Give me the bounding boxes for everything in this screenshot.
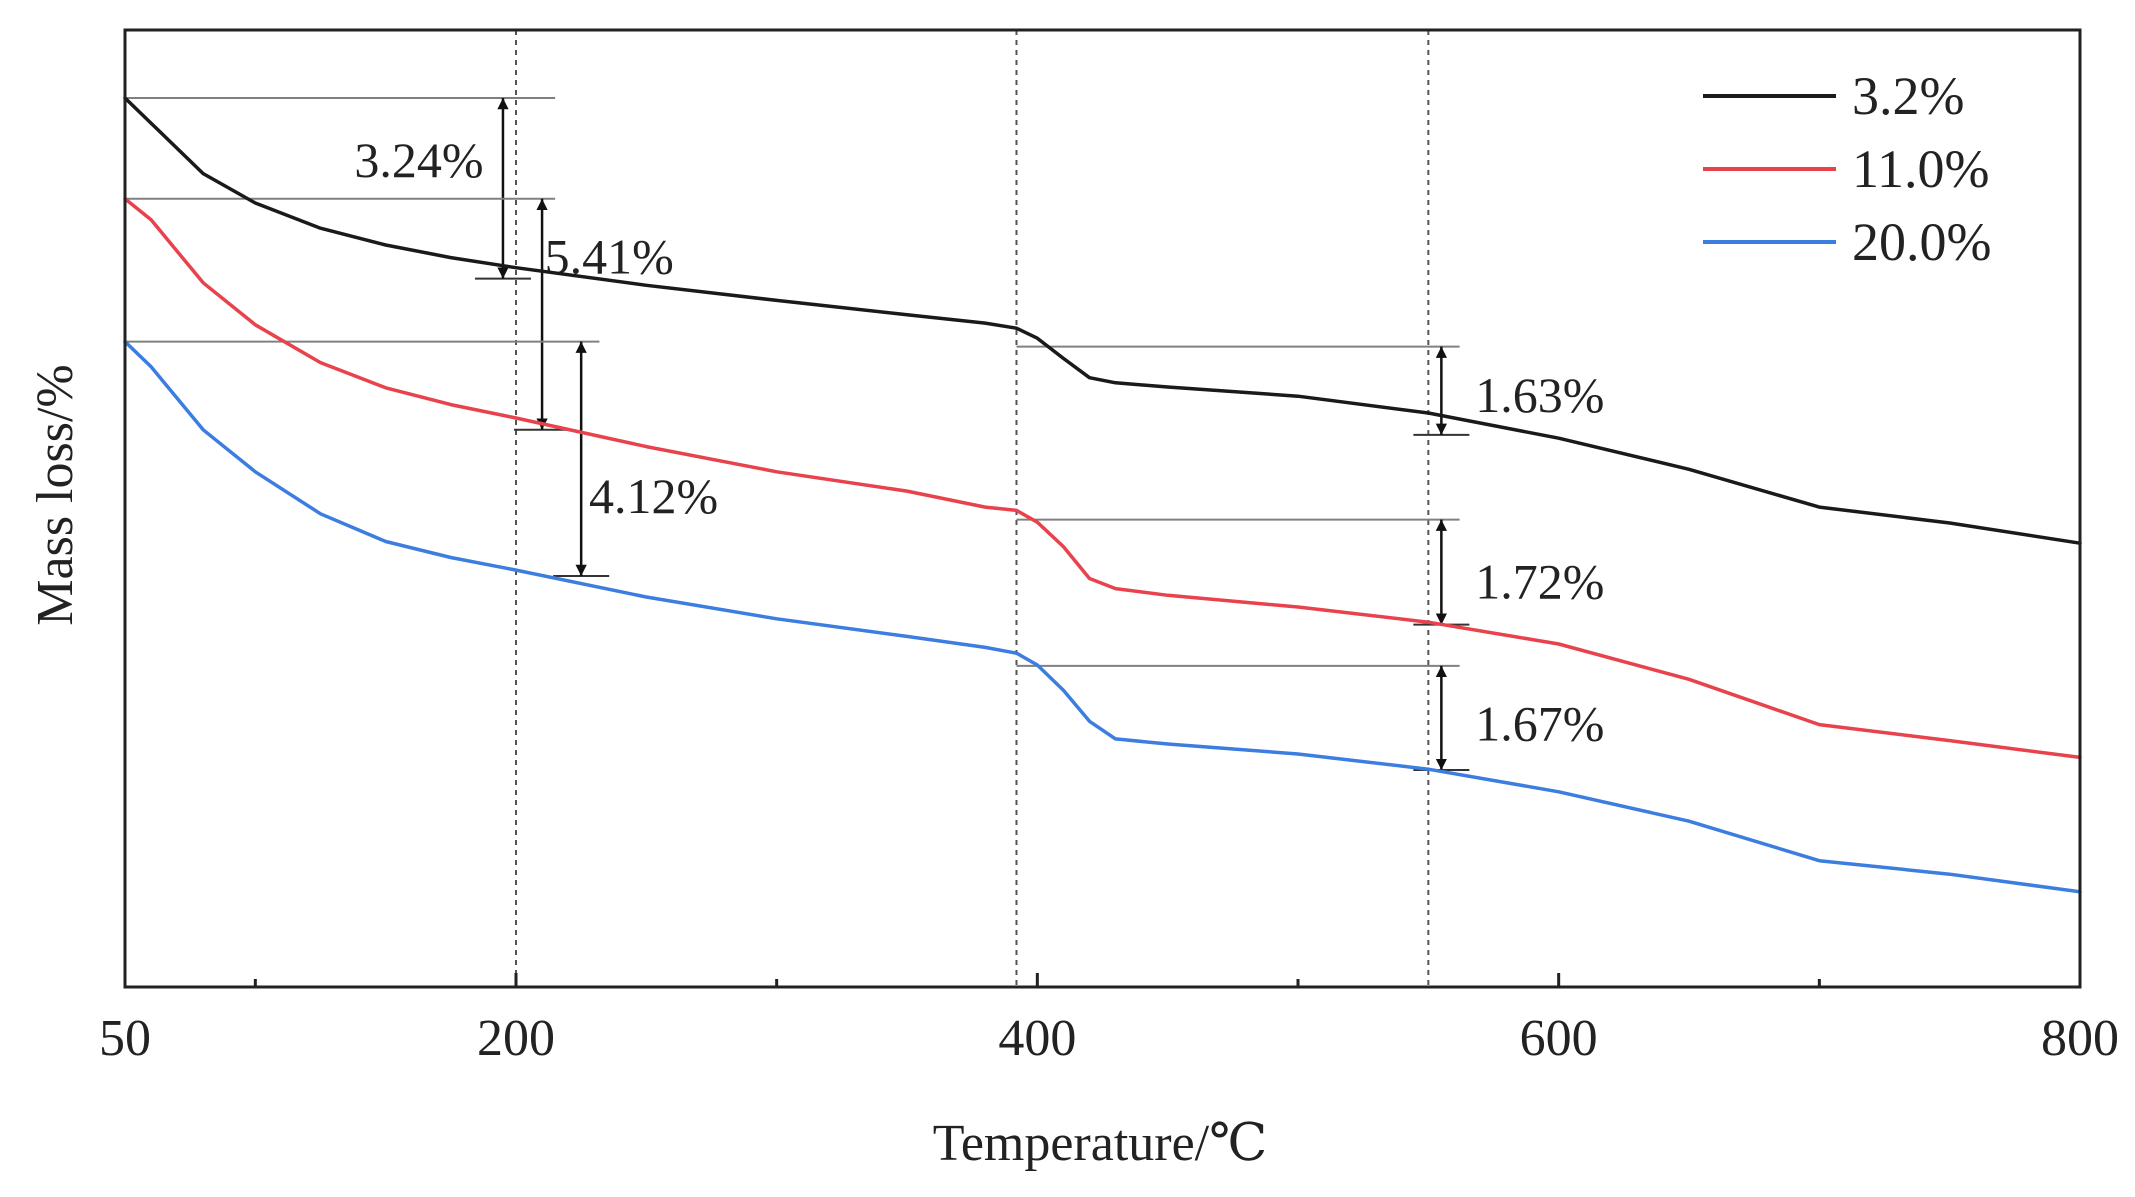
- y-axis-label: Mass loss/%: [27, 364, 84, 625]
- x-axis-ticks: 50 200 400 600 800: [99, 973, 2119, 1067]
- legend-label-1: 3.2%: [1852, 66, 1964, 126]
- x-tick-label-400: 400: [998, 1010, 1076, 1067]
- plot-frame: [123, 28, 2082, 989]
- annotation-label-6: 1.67%: [1475, 696, 1604, 752]
- x-axis-label: Temperature/℃: [933, 1115, 1268, 1172]
- annotation-label-2: 5.41%: [545, 229, 674, 285]
- series-line-3: [123, 339, 2082, 894]
- x-tick-label-800: 800: [2041, 1010, 2119, 1067]
- x-tick-label-200: 200: [477, 1010, 555, 1067]
- legend-label-2: 11.0%: [1852, 139, 1989, 199]
- x-tick-label-50: 50: [99, 1010, 151, 1067]
- x-tick-label-600: 600: [1520, 1010, 1598, 1067]
- annotation-label-1: 3.24%: [354, 132, 483, 188]
- series-line-2: [123, 197, 2082, 760]
- legend: 3.2% 11.0% 20.0%: [1703, 66, 1991, 272]
- annotation-layer: 3.24% 5.41% 4.12% 1.63% 1.72% 1.67%: [125, 97, 1604, 771]
- series-layer: [123, 96, 2082, 894]
- legend-label-3: 20.0%: [1852, 212, 1991, 272]
- annotation-label-4: 1.63%: [1475, 367, 1604, 423]
- series-line-1: [123, 96, 2082, 545]
- annotation-label-5: 1.72%: [1475, 554, 1604, 610]
- annotation-label-3: 4.12%: [589, 468, 718, 524]
